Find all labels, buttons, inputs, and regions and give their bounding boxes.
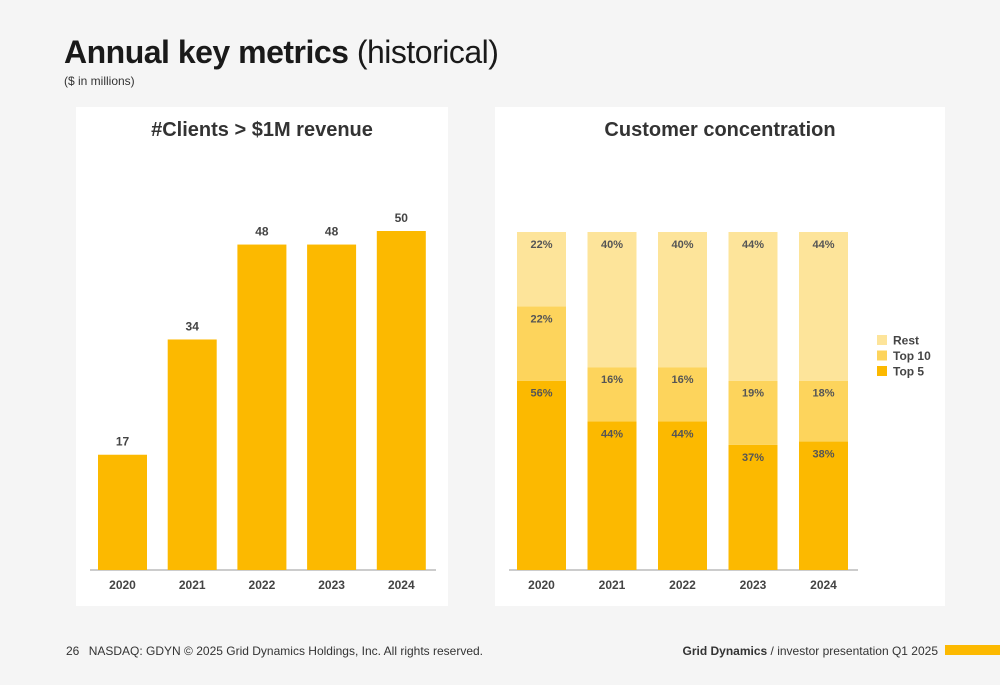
clients-bar-label-2022: 48 — [255, 225, 269, 239]
clients-bar-2022 — [237, 244, 287, 570]
page-subtitle: ($ in millions) — [64, 74, 135, 88]
clients-chart-panel: #Clients > $1M revenue 17 2020 34 2021 48 202… — [76, 107, 448, 606]
legend-label-rest: Rest — [893, 334, 919, 348]
concentration-chart-title: Customer concentration — [604, 119, 836, 141]
page-title: Annual key metrics (historical) — [64, 30, 499, 74]
page-title-bold: Annual key metrics — [64, 34, 349, 70]
concentration-label-top5-2023: 37% — [742, 452, 764, 464]
concentration-segment-top5-2023 — [728, 444, 778, 570]
clients-chart-title: #Clients > $1M revenue — [151, 119, 373, 141]
clients-x-tick-2020: 2020 — [109, 578, 136, 592]
legend-swatch-top5 — [877, 366, 887, 376]
concentration-segment-top10-2022 — [658, 367, 707, 422]
page-number: 26 — [66, 644, 80, 658]
concentration-segment-top10-2023 — [728, 380, 778, 445]
concentration-segment-top5-2024 — [799, 441, 848, 570]
clients-x-tick-2023: 2023 — [318, 578, 345, 592]
clients-bar-2020 — [98, 454, 147, 570]
concentration-segment-rest-2022 — [658, 232, 707, 368]
clients-bar-label-2023: 48 — [325, 225, 339, 239]
concentration-x-tick-2022: 2022 — [669, 578, 696, 592]
concentration-label-top5-2021: 44% — [601, 428, 623, 440]
concentration-segment-top10-2020 — [517, 306, 566, 381]
concentration-x-tick-2021: 2021 — [599, 578, 626, 592]
clients-bar-2021 — [167, 339, 217, 570]
concentration-segment-top5-2020 — [517, 380, 566, 570]
concentration-label-top10-2020: 22% — [530, 313, 552, 325]
concentration-label-top5-2024: 38% — [812, 449, 834, 461]
footer-left: 26 NASDAQ: GDYN © 2025 Grid Dynamics Hol… — [66, 644, 483, 658]
footer-doc-title: investor presentation Q1 2025 — [777, 644, 938, 658]
clients-bar-2024 — [376, 231, 426, 570]
concentration-label-top10-2022: 16% — [671, 374, 693, 386]
page-title-rest: (historical) — [356, 34, 499, 70]
concentration-segment-top5-2022 — [658, 421, 707, 570]
concentration-label-rest-2023: 44% — [742, 239, 764, 251]
concentration-segment-top5-2021 — [587, 421, 637, 570]
footer-accent-bar — [945, 645, 1000, 655]
legend-label-top5: Top 5 — [893, 365, 924, 379]
concentration-label-rest-2022: 40% — [671, 239, 693, 251]
footer-separator: / — [770, 644, 774, 658]
concentration-label-top10-2023: 19% — [742, 388, 764, 400]
clients-x-tick-2021: 2021 — [179, 578, 206, 592]
concentration-label-top5-2022: 44% — [671, 428, 693, 440]
concentration-label-top5-2020: 56% — [530, 388, 552, 400]
copyright-text: NASDAQ: GDYN © 2025 Grid Dynamics Holdin… — [88, 644, 484, 658]
concentration-segment-top10-2024 — [799, 380, 848, 442]
concentration-label-rest-2021: 40% — [601, 239, 623, 251]
concentration-label-rest-2020: 22% — [530, 239, 552, 251]
legend-label-top10: Top 10 — [893, 349, 931, 363]
concentration-label-rest-2024: 44% — [812, 239, 834, 251]
concentration-segment-rest-2023 — [728, 232, 778, 381]
concentration-x-tick-2020: 2020 — [528, 578, 555, 592]
clients-bar-label-2020: 17 — [116, 435, 130, 449]
footer-brand: Grid Dynamics — [682, 644, 768, 658]
concentration-segment-top10-2021 — [587, 367, 637, 422]
concentration-label-top10-2021: 16% — [601, 374, 623, 386]
clients-bar-label-2021: 34 — [186, 319, 200, 333]
header: Annual key metrics (historical) ($ in mi… — [64, 30, 499, 88]
concentration-chart-svg: 56% 22% 22% 2020 44% 16% 40% 2021 44% 16% 40% 2022 3… — [509, 232, 931, 592]
clients-chart-svg: 17 2020 34 2021 48 2022 48 2023 50 2024 — [90, 211, 436, 592]
concentration-x-tick-2023: 2023 — [740, 578, 767, 592]
concentration-label-top10-2024: 18% — [812, 388, 834, 400]
concentration-segment-rest-2024 — [799, 232, 848, 381]
legend-swatch-rest — [877, 335, 887, 345]
legend-swatch-top10 — [877, 350, 887, 361]
concentration-chart-panel: Customer concentration 56% 22% 22% 2020 44% 1… — [495, 107, 945, 606]
clients-bar-2023 — [307, 244, 357, 570]
clients-x-tick-2022: 2022 — [249, 578, 276, 592]
clients-x-tick-2024: 2024 — [388, 578, 415, 592]
concentration-segment-rest-2020 — [517, 232, 566, 307]
concentration-x-tick-2024: 2024 — [810, 578, 837, 592]
concentration-segment-rest-2021 — [587, 232, 637, 368]
clients-bar-label-2024: 50 — [395, 211, 409, 225]
footer-right: Grid Dynamics / investor presentation Q1… — [682, 644, 938, 658]
